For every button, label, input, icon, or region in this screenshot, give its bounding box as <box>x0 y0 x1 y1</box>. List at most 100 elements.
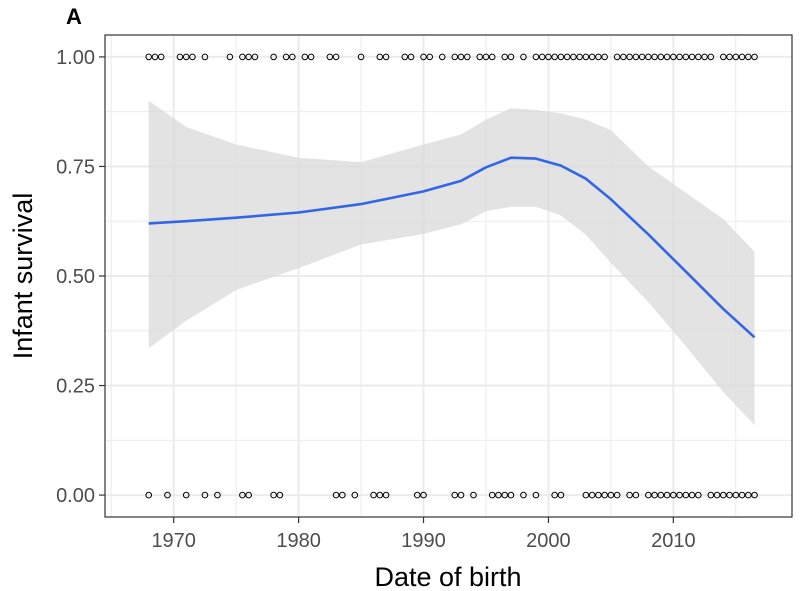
data-point-survived <box>601 53 608 61</box>
data-point-survived <box>189 53 196 61</box>
data-point-survived <box>632 53 640 61</box>
data-point-survived <box>676 53 683 61</box>
confidence-ribbon <box>148 100 755 425</box>
y-tick-label: 1.00 <box>56 47 95 69</box>
data-point-survived <box>201 53 209 61</box>
data-point-died <box>520 491 527 499</box>
data-point-survived <box>695 53 702 61</box>
data-point-survived <box>157 53 165 61</box>
data-point-died <box>713 491 721 499</box>
data-point-survived <box>501 53 509 61</box>
x-tick-label: 2010 <box>651 530 696 552</box>
data-point-survived <box>557 53 565 61</box>
data-point-survived <box>507 53 515 61</box>
y-axis-title: Infant survival <box>8 193 38 360</box>
data-point-survived <box>420 53 427 61</box>
data-point-died <box>720 491 727 499</box>
data-point-survived <box>488 53 496 61</box>
data-point-died <box>214 491 221 499</box>
data-point-survived <box>520 53 527 61</box>
data-point-died <box>457 491 465 499</box>
data-point-survived <box>182 53 190 61</box>
data-point-died <box>751 491 758 499</box>
data-point-died <box>688 491 696 499</box>
data-point-survived <box>582 53 590 61</box>
data-point-survived <box>720 53 727 61</box>
data-point-survived <box>151 53 159 61</box>
data-point-died <box>501 491 509 499</box>
data-point-died <box>488 491 496 499</box>
data-point-died <box>607 491 615 499</box>
y-tick-label: 0.50 <box>56 266 95 288</box>
data-point-survived <box>651 53 658 61</box>
data-point-died <box>657 491 665 499</box>
data-point-survived <box>463 53 471 61</box>
y-tick-label: 0.25 <box>56 376 95 398</box>
x-tick-label: 2000 <box>526 530 571 552</box>
data-point-survived <box>451 53 459 61</box>
data-point-survived <box>532 53 540 61</box>
data-point-died <box>613 491 621 499</box>
data-point-survived <box>145 53 153 61</box>
data-point-died <box>726 491 733 499</box>
confidence-ribbon-layer <box>148 100 755 425</box>
x-axis-title: Date of birth <box>374 562 521 591</box>
data-point-survived <box>282 53 290 61</box>
data-point-died <box>732 491 740 499</box>
data-point-died <box>588 491 596 499</box>
smooth-line <box>148 156 756 339</box>
data-point-died <box>595 491 602 499</box>
data-point-died <box>645 491 652 499</box>
data-point-survived <box>226 53 234 61</box>
data-point-survived <box>595 53 602 61</box>
data-point-survived <box>401 53 409 61</box>
data-point-died <box>376 491 384 499</box>
data-point-survived <box>576 53 583 61</box>
data-point-died <box>632 491 640 499</box>
data-point-survived <box>326 53 334 61</box>
data-point-survived <box>751 53 758 61</box>
data-point-survived <box>438 53 446 61</box>
data-point-died <box>626 491 633 499</box>
data-point-died <box>382 491 390 499</box>
x-tick-label: 1990 <box>401 530 446 552</box>
y-tick-label: 0.75 <box>56 156 95 178</box>
data-point-died <box>276 491 284 499</box>
y-tick-label: 0.00 <box>56 485 95 507</box>
data-point-survived <box>245 53 252 61</box>
data-point-died <box>420 491 427 499</box>
data-point-survived <box>332 53 340 61</box>
x-tick-label: 1970 <box>151 530 196 552</box>
data-point-survived <box>726 53 733 61</box>
data-point-survived <box>251 53 259 61</box>
data-point-died <box>470 491 477 499</box>
data-point-survived <box>407 53 415 61</box>
points-layer <box>145 53 758 499</box>
data-point-died <box>413 491 421 499</box>
data-point-survived <box>357 53 365 61</box>
panel-label: A <box>66 4 82 29</box>
data-point-survived <box>588 53 596 61</box>
data-point-died <box>676 491 683 499</box>
data-point-survived <box>657 53 665 61</box>
data-point-survived <box>707 53 715 61</box>
data-point-survived <box>744 53 752 61</box>
data-point-died <box>370 491 377 499</box>
data-point-survived <box>289 53 296 61</box>
data-point-died <box>738 491 746 499</box>
data-point-survived <box>545 53 552 61</box>
data-point-survived <box>457 53 465 61</box>
data-point-died <box>663 491 671 499</box>
data-point-died <box>707 491 715 499</box>
data-point-survived <box>382 53 390 61</box>
data-point-survived <box>301 53 309 61</box>
data-point-survived <box>688 53 696 61</box>
data-point-died <box>451 491 459 499</box>
data-point-died <box>182 491 190 499</box>
data-point-died <box>339 491 346 499</box>
data-point-survived <box>663 53 671 61</box>
data-point-survived <box>738 53 746 61</box>
data-point-died <box>332 491 340 499</box>
data-point-survived <box>620 53 627 61</box>
